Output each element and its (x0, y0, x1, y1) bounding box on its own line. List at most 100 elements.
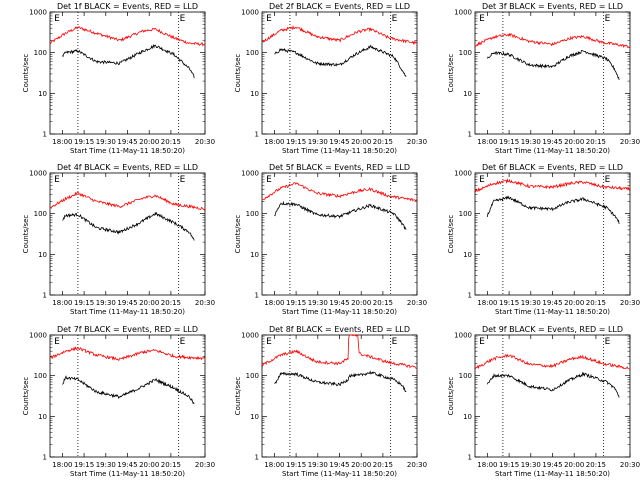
y-tick-label: 1000 (454, 9, 472, 17)
x-tick-label: 19:15 (286, 299, 306, 307)
x-tick-label: 20:00 (351, 138, 371, 146)
lld-rate-line (49, 191, 206, 211)
panel-title: Det 4f BLACK = Events, RED = LLD (57, 163, 198, 172)
x-tick-label: 20:15 (586, 138, 606, 146)
x-tick-label: 19:45 (117, 138, 137, 146)
event-marker-label: E (605, 337, 611, 347)
y-tick-label: 1 (43, 292, 47, 300)
y-tick-label: 10 (463, 90, 472, 98)
y-tick-label: 1 (468, 292, 472, 300)
y-tick-label: 100 (459, 210, 472, 218)
x-axis-title: Start Time (11-May-11 18:50:20) (70, 470, 185, 478)
y-tick-label: 1000 (241, 9, 259, 17)
y-tick-label: 10 (250, 90, 259, 98)
panel-title: Det 6f BLACK = Events, RED = LLD (482, 163, 623, 172)
x-tick-label: 20:30 (195, 299, 215, 307)
x-tick-label: 19:15 (499, 138, 519, 146)
event-marker-label: E (266, 14, 272, 24)
lld-rate-line (475, 32, 631, 49)
y-tick-label: 1000 (241, 332, 259, 340)
x-tick-label: 19:45 (542, 138, 562, 146)
y-tick-label: 1 (43, 454, 47, 462)
event-marker-label: E (266, 175, 272, 185)
event-marker-label: E (266, 337, 272, 347)
x-tick-label: 20:15 (373, 299, 393, 307)
panel-det-8: Det 8f BLACK = Events, RED = LLD 1 10 100 10… (234, 325, 427, 478)
x-tick-label: 19:45 (329, 299, 349, 307)
x-tick-label: 19:30 (521, 138, 541, 146)
event-rate-line (487, 50, 620, 80)
x-tick-label: 20:00 (564, 461, 584, 469)
x-tick-label: 18:00 (477, 461, 497, 469)
lld-rate-line (49, 346, 206, 361)
x-tick-label: 19:30 (96, 299, 116, 307)
event-marker-label: E (479, 337, 485, 347)
y-tick-label: 10 (250, 251, 259, 259)
event-rate-line (274, 44, 407, 78)
event-rate-line (487, 371, 620, 398)
event-marker-label: E (54, 337, 60, 347)
event-marker-label: E (180, 14, 186, 24)
y-tick-label: 1000 (241, 170, 259, 178)
x-tick-label: 19:30 (308, 138, 328, 146)
plot-frame (261, 172, 418, 296)
y-tick-label: 100 (34, 49, 47, 57)
y-axis-title: Counts/sec (22, 54, 30, 93)
y-tick-label: 100 (246, 372, 259, 380)
x-tick-label: 20:00 (139, 461, 159, 469)
y-axis-title: Counts/sec (234, 377, 242, 416)
x-tick-label: 20:30 (407, 461, 427, 469)
event-marker-label: E (54, 14, 60, 24)
plot-frame (474, 172, 631, 296)
x-axis-title: Start Time (11-May-11 18:50:20) (70, 147, 185, 155)
x-tick-label: 19:45 (542, 299, 562, 307)
x-tick-label: 20:30 (407, 138, 427, 146)
panel-det-5: Det 5f BLACK = Events, RED = LLD 1 10 100 10… (234, 163, 427, 316)
x-tick-label: 18:00 (52, 461, 72, 469)
y-tick-label: 10 (38, 251, 47, 259)
panel-det-7: Det 7f BLACK = Events, RED = LLD 1 10 100 10… (22, 325, 215, 478)
panel-title: Det 8f BLACK = Events, RED = LLD (269, 325, 410, 334)
x-tick-label: 19:15 (286, 461, 306, 469)
event-marker-label: E (479, 175, 485, 185)
plot-frame (474, 334, 631, 458)
y-tick-label: 1 (468, 454, 472, 462)
x-tick-label: 19:45 (117, 299, 137, 307)
event-rate-line (274, 370, 407, 393)
x-tick-label: 19:30 (521, 299, 541, 307)
x-axis-title: Start Time (11-May-11 18:50:20) (495, 147, 610, 155)
event-rate-line (487, 195, 620, 224)
x-tick-label: 20:15 (586, 461, 606, 469)
y-tick-label: 1 (468, 131, 472, 139)
y-tick-label: 100 (34, 210, 47, 218)
x-tick-label: 19:30 (308, 299, 328, 307)
x-tick-label: 19:15 (499, 461, 519, 469)
y-axis-title: Counts/sec (447, 215, 455, 254)
lld-rate-line (474, 353, 631, 370)
x-axis-title: Start Time (11-May-11 18:50:20) (495, 308, 610, 316)
panel-det-6: Det 6f BLACK = Events, RED = LLD 1 10 100 10… (447, 163, 640, 316)
event-rate-line (62, 375, 195, 405)
x-tick-label: 20:00 (564, 138, 584, 146)
y-tick-label: 1000 (29, 170, 47, 178)
y-axis-title: Counts/sec (22, 215, 30, 254)
x-tick-label: 20:15 (373, 138, 393, 146)
y-axis-title: Counts/sec (447, 377, 455, 416)
x-tick-label: 20:15 (373, 461, 393, 469)
lld-rate-line (261, 25, 418, 45)
event-marker-label: E (605, 175, 611, 185)
x-tick-label: 18:00 (264, 138, 284, 146)
x-tick-label: 19:15 (74, 461, 94, 469)
y-axis-title: Counts/sec (234, 215, 242, 254)
x-tick-label: 20:30 (407, 299, 427, 307)
y-tick-label: 10 (38, 413, 47, 421)
panel-title: Det 1f BLACK = Events, RED = LLD (57, 2, 198, 11)
lld-rate-line (49, 26, 206, 47)
x-tick-label: 18:00 (52, 138, 72, 146)
x-axis-title: Start Time (11-May-11 18:50:20) (282, 470, 397, 478)
x-tick-label: 18:00 (52, 299, 72, 307)
x-axis-title: Start Time (11-May-11 18:50:20) (70, 308, 185, 316)
y-tick-label: 1 (255, 454, 259, 462)
x-tick-label: 20:00 (139, 299, 159, 307)
x-tick-label: 20:15 (586, 299, 606, 307)
